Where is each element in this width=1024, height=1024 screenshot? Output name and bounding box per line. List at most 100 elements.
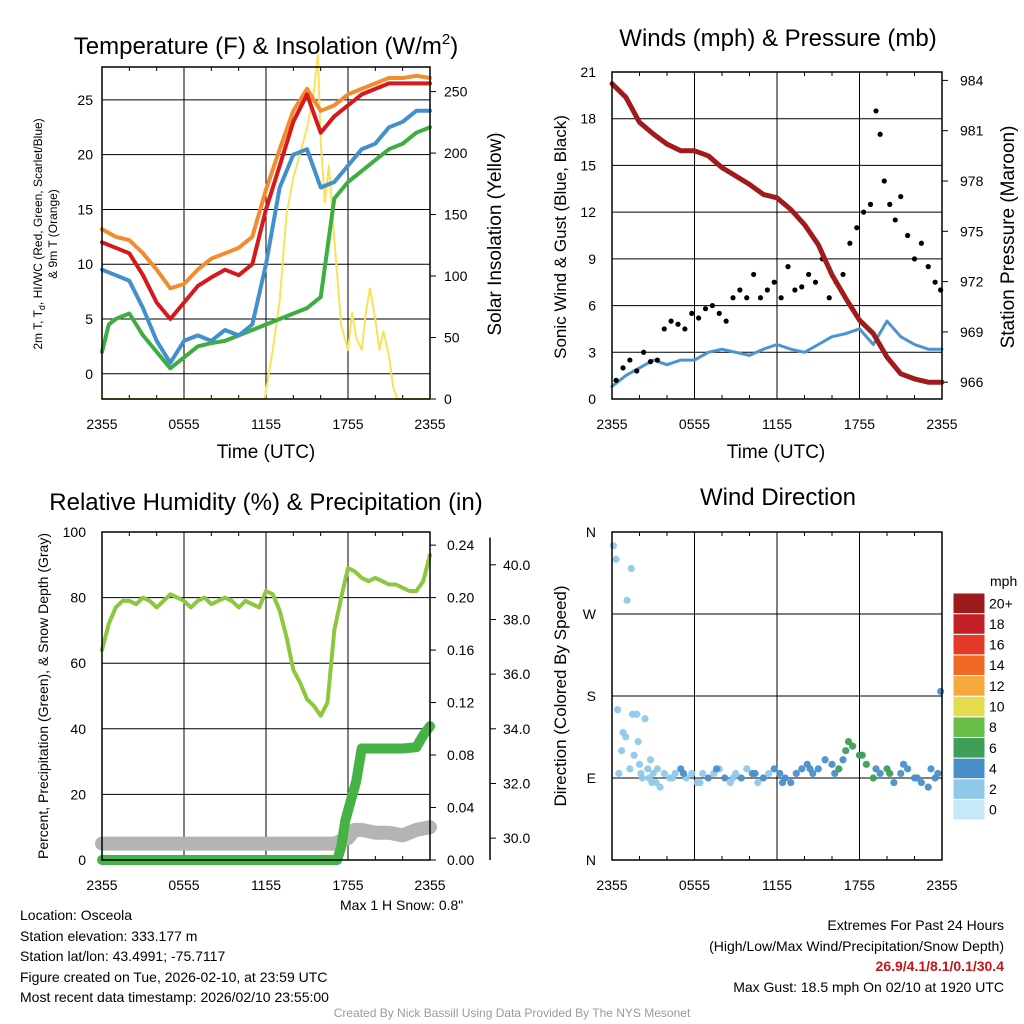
colorbar-label: 2 (989, 781, 997, 797)
y-axis-label: Percent, Precipitation (Green), & Snow D… (35, 533, 51, 859)
direction-point (641, 715, 649, 723)
direction-point (899, 760, 908, 768)
speed-colorbar: 0 2 4 6 8 10 12 14 16 18 20+ mph (952, 573, 1017, 821)
station-info: Location: Osceola Station elevation: 333… (20, 905, 329, 1008)
direction-point (890, 778, 898, 787)
direction-point (644, 765, 652, 773)
y-tick-label: 0 (78, 852, 86, 868)
y-tick-label: N (586, 524, 596, 540)
x-tick-label: 2355 (86, 877, 117, 893)
y2-axis-label: Solar Insolation (Yellow) (485, 132, 506, 335)
extremes-legend: (High/Low/Max Wind/Precipitation/Snow De… (709, 937, 1004, 954)
colorbar-swatch (952, 757, 986, 780)
panel-2: 2355 0555 1155 1755 235503691215182196696997… (551, 25, 1019, 463)
series-relative-humidity (100, 553, 432, 718)
panel-title: Relative Humidity (%) & Precipitation (i… (49, 489, 482, 516)
gust-point (689, 310, 695, 316)
x-tick-label: 0555 (168, 416, 199, 432)
direction-point (842, 747, 850, 755)
y-label-line1b: , HI/WC (Red, Green, Scarlet/Blue) (31, 118, 45, 305)
direction-point (612, 555, 620, 563)
gust-point (702, 306, 709, 312)
y2-tick-label: 981 (960, 123, 984, 139)
gust-point (925, 264, 931, 270)
y-tick-label: 0 (588, 391, 596, 407)
direction-point (618, 747, 626, 755)
gust-point (764, 287, 770, 293)
direction-point (886, 769, 894, 778)
gust-point (751, 271, 757, 278)
colorbar-swatch (952, 798, 986, 821)
direction-point (828, 760, 836, 768)
colorbar-label: 20+ (989, 595, 1013, 611)
gust-point (668, 318, 674, 324)
direction-point (656, 783, 664, 791)
x-tick-label: 2355 (596, 416, 627, 432)
panel-title: Temperature (F) & Insolation (W/m2) (74, 31, 458, 60)
x-tick-label: 1755 (332, 416, 363, 432)
y-tick-label: 60 (70, 655, 86, 671)
max-gust: Max Gust: 18.5 mph On 02/10 at 1920 UTC (733, 978, 1004, 995)
gust-point (778, 295, 784, 301)
colorbar-title: mph (990, 573, 1017, 589)
gust-point (696, 315, 702, 321)
y2-tick-label: 0.20 (447, 590, 474, 606)
x-tick-label: 0555 (679, 877, 710, 893)
x-tick-label: 1155 (762, 877, 792, 893)
direction-point (787, 778, 795, 787)
title-end: ) (450, 33, 458, 60)
panel-1: 2355 0555 1155 1755 235505101520250501001502… (31, 31, 506, 463)
y-tick-label: 15 (580, 157, 596, 173)
y-tick-label: 20 (70, 786, 86, 802)
colorbar-swatch (952, 633, 986, 656)
gust-point (675, 321, 681, 327)
gust-point (918, 240, 924, 246)
gust-point (613, 377, 619, 383)
direction-point (770, 765, 778, 773)
gust-point (716, 310, 722, 316)
gust-point (905, 232, 911, 239)
x-tick-label: 0555 (679, 416, 710, 432)
direction-point (831, 769, 839, 778)
direction-point (737, 774, 745, 782)
y-tick-label: 3 (588, 344, 596, 360)
direction-point (937, 687, 945, 696)
direction-point (897, 769, 905, 778)
gust-point (620, 365, 626, 371)
plot-border (101, 531, 431, 861)
x-tick-label: 2355 (414, 877, 445, 893)
colorbar-swatch (952, 654, 986, 677)
y-axis-label: Sonic Wind & Gust (Blue, Black) (551, 115, 570, 359)
direction-point (646, 756, 655, 764)
y-tick-label: 40 (70, 721, 86, 737)
gust-point (771, 279, 777, 285)
gust-point (682, 326, 688, 332)
gust-point (627, 357, 633, 363)
x-tick-label: 1155 (251, 877, 281, 893)
gust-point (730, 295, 736, 301)
y-tick-label: 20 (77, 147, 93, 163)
colorbar-swatch (952, 613, 986, 635)
y3-tick-label: 38.0 (503, 611, 530, 627)
title-text: Temperature (F) & Insolation (W/m (74, 33, 442, 60)
colorbar-label: 6 (989, 740, 997, 756)
direction-point (806, 765, 814, 773)
colorbar-label: 12 (989, 678, 1005, 694)
direction-point (634, 737, 642, 746)
y-label-line1a: 2m T, T (31, 309, 45, 349)
direction-point (696, 778, 704, 787)
credit-line: Created By Nick Bassill Using Data Provi… (333, 1006, 691, 1020)
gust-point (867, 201, 874, 207)
x-tick-label: 1755 (844, 416, 875, 432)
gust-point (634, 368, 640, 374)
y2-tick-label: 984 (960, 72, 984, 88)
gust-point (847, 240, 853, 246)
y2-tick-label: 966 (960, 374, 984, 390)
colorbar-label: 16 (989, 637, 1005, 653)
y2-tick-label: 0.00 (447, 852, 474, 868)
direction-point (627, 564, 635, 573)
direction-point (798, 765, 806, 773)
plot-border (611, 71, 943, 400)
direction-point (743, 765, 751, 773)
